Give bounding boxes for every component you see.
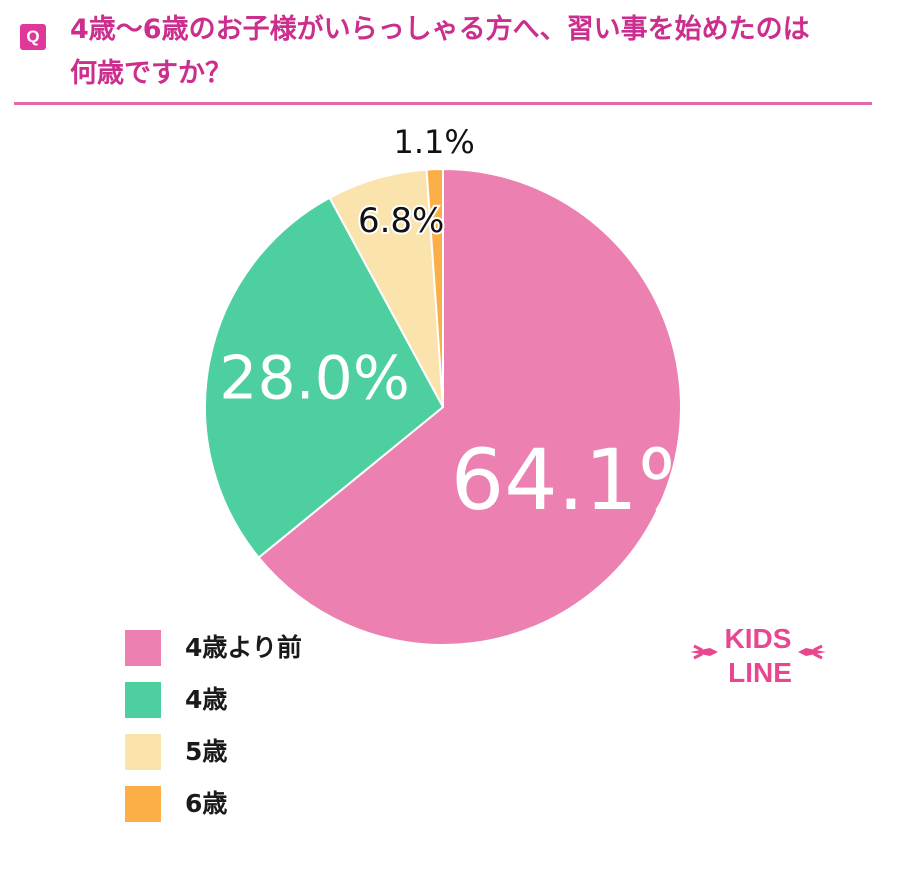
legend-label: 4歳 [185, 685, 228, 714]
legend-swatch [125, 682, 161, 718]
logo-line-2: LINE [728, 657, 792, 688]
legend-item: 6歳 [125, 784, 425, 824]
pie-slice-label-1: 64.1% [451, 431, 718, 529]
legend-item: 4歳より前 [125, 628, 425, 668]
question-title: 4歳〜6歳のお子様がいらっしゃる方へ、習い事を始めたのは 何歳ですか？ [70, 8, 880, 96]
pie-slice-1 [257, 167, 682, 646]
title-divider [14, 102, 872, 105]
legend-label: 5歳 [185, 737, 228, 766]
kidsline-logo: KIDS LINE [690, 623, 826, 688]
pie-slice-label-4: 1.1% [393, 123, 474, 161]
legend-swatch [125, 630, 161, 666]
legend-item: 5歳 [125, 732, 425, 772]
pie-slice-label-3: 6.8% [358, 201, 444, 241]
legend-swatch [125, 734, 161, 770]
legend-item: 4歳 [125, 680, 425, 720]
legend-swatch [125, 786, 161, 822]
question-line-1: 4歳〜6歳のお子様がいらっしゃる方へ、習い事を始めたのは [70, 14, 810, 45]
question-line-2: 何歳ですか？ [70, 58, 232, 89]
pie-slices [204, 167, 682, 646]
pie-slice-label-2: 28.0% [219, 343, 410, 413]
question-badge: Q [20, 24, 46, 50]
pie-slice-labels: 64.1% 28.0% 6.8% 1.1% [219, 121, 718, 529]
legend-label: 6歳 [185, 789, 228, 818]
pie-slice-4 [425, 167, 444, 408]
legend-label: 4歳より前 [185, 633, 302, 662]
logo-hands-icon [690, 644, 826, 660]
pie-slice-2 [204, 196, 445, 559]
logo-line-1: KIDS [725, 623, 792, 654]
